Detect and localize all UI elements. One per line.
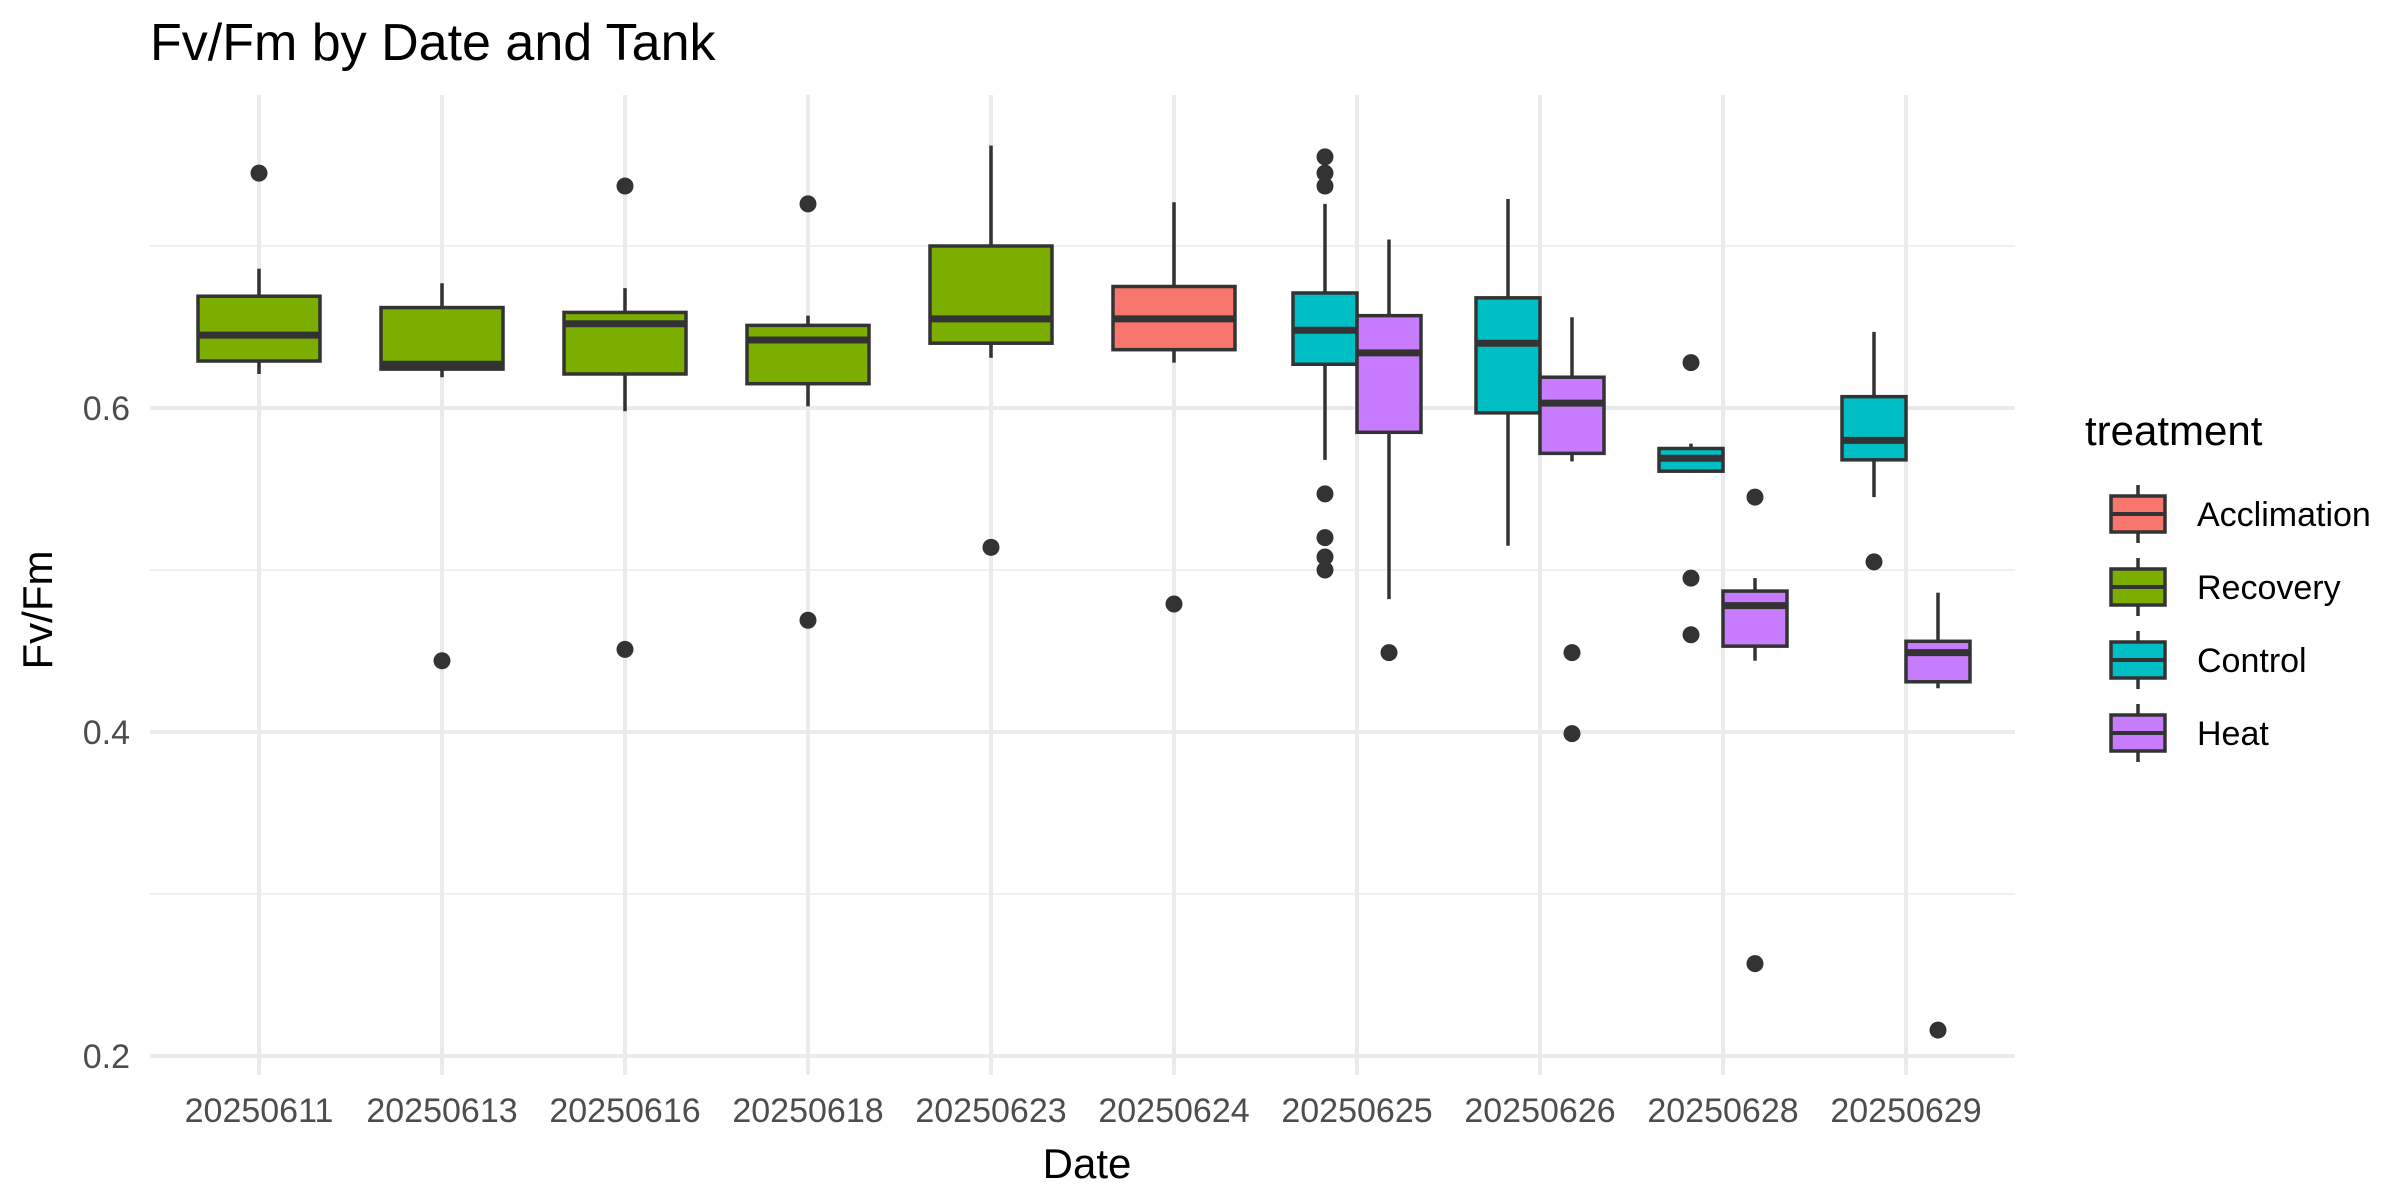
box-20250626-heat — [1540, 317, 1604, 742]
x-tick-label: 20250624 — [1098, 1092, 1249, 1130]
box-body — [1540, 377, 1604, 453]
box-20250629-control — [1842, 332, 1906, 571]
box-layer — [198, 146, 1970, 1039]
box-body — [198, 296, 320, 361]
outlier-point — [434, 652, 451, 669]
box-body — [1723, 591, 1787, 646]
x-tick-label: 20250611 — [185, 1092, 334, 1130]
x-tick-label: 20250623 — [915, 1092, 1066, 1130]
x-tick-label: 20250625 — [1281, 1092, 1432, 1130]
box-20250625-control — [1293, 148, 1357, 578]
legend-title: treatment — [2085, 407, 2263, 454]
box-body — [381, 308, 503, 370]
y-axis-ticks: 0.2 0.4 0.6 — [83, 390, 130, 1076]
legend-item-control: Control — [2111, 631, 2307, 689]
x-tick-label: 20250628 — [1647, 1092, 1798, 1130]
box-body — [1476, 298, 1540, 413]
legend-items: Acclimation Recovery Control Heat — [2111, 485, 2371, 762]
legend-label: Control — [2197, 642, 2307, 680]
y-tick-label: 0.4 — [83, 714, 130, 752]
legend-item-heat: Heat — [2111, 704, 2269, 762]
outlier-point — [1166, 596, 1183, 613]
outlier-point — [983, 539, 1000, 556]
outlier-point — [1564, 725, 1581, 742]
box-body — [1842, 397, 1906, 460]
outlier-point — [800, 195, 817, 212]
outlier-point — [1747, 489, 1764, 506]
legend-label: Heat — [2197, 715, 2269, 753]
x-tick-label: 20250626 — [1464, 1092, 1615, 1130]
outlier-point — [1317, 562, 1334, 579]
chart-title: Fv/Fm by Date and Tank — [150, 14, 717, 72]
outlier-point — [251, 165, 268, 182]
outlier-point — [1317, 178, 1334, 195]
x-tick-label: 20250613 — [366, 1092, 517, 1130]
outlier-point — [1564, 644, 1581, 661]
legend-item-acclimation: Acclimation — [2111, 485, 2371, 543]
x-tick-label: 20250629 — [1830, 1092, 1981, 1130]
outlier-point — [617, 641, 634, 658]
box-body — [1906, 641, 1970, 682]
box-body — [1357, 316, 1421, 433]
outlier-point — [800, 612, 817, 629]
box-20250628-control — [1659, 354, 1723, 643]
legend-label: Recovery — [2197, 569, 2341, 607]
outlier-point — [1381, 644, 1398, 661]
box-20250625-heat — [1357, 240, 1421, 662]
outlier-point — [1930, 1022, 1947, 1039]
outlier-point — [1683, 570, 1700, 587]
outlier-point — [1317, 148, 1334, 165]
outlier-point — [1317, 485, 1334, 502]
outlier-point — [1683, 354, 1700, 371]
outlier-point — [1747, 955, 1764, 972]
legend: treatment Acclimation Recovery Control Heat — [2085, 407, 2371, 762]
legend-item-recovery: Recovery — [2111, 558, 2341, 616]
x-axis-title: Date — [1043, 1140, 1132, 1187]
y-tick-label: 0.2 — [83, 1038, 130, 1076]
box-20250626-control — [1476, 199, 1540, 546]
outlier-point — [617, 178, 634, 195]
box-20250629-heat — [1906, 593, 1970, 1039]
plot-grid — [150, 95, 2015, 1075]
outlier-point — [1317, 529, 1334, 546]
x-tick-label: 20250618 — [732, 1092, 883, 1130]
box-body — [930, 246, 1052, 343]
y-axis-title: Fv/Fm — [14, 551, 61, 670]
outlier-point — [1683, 626, 1700, 643]
legend-label: Acclimation — [2197, 496, 2371, 534]
x-tick-label: 20250616 — [549, 1092, 700, 1130]
x-axis-ticks: 20250611 20250613 20250616 20250618 20250623… — [185, 1092, 1982, 1130]
outlier-point — [1866, 553, 1883, 570]
box-body — [747, 325, 869, 383]
y-tick-label: 0.6 — [83, 390, 130, 428]
